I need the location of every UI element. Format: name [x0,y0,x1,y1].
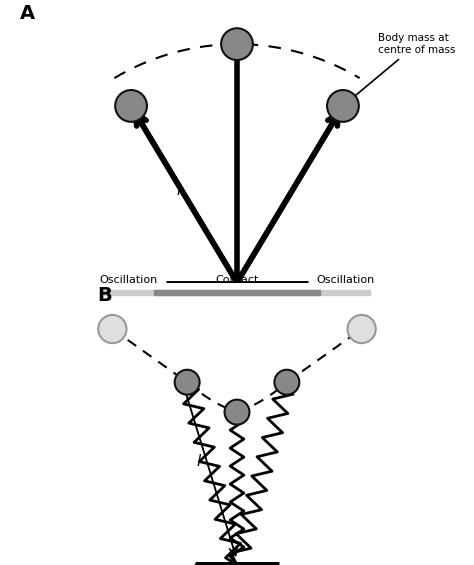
Bar [154,289,320,295]
Circle shape [327,90,359,122]
Text: Body mass at
centre of mass: Body mass at centre of mass [346,33,456,103]
Circle shape [115,90,147,122]
Circle shape [221,28,253,60]
Bar [104,289,370,295]
Circle shape [274,370,299,395]
Text: B: B [98,286,112,305]
FancyArrow shape [195,564,196,565]
Circle shape [347,315,376,343]
Circle shape [175,370,200,395]
Text: l: l [177,183,181,198]
Text: Oscillation: Oscillation [100,275,158,285]
Circle shape [98,315,127,343]
Text: A: A [20,3,35,23]
Circle shape [225,399,249,424]
Text: Oscillation: Oscillation [316,275,374,285]
Text: Contact: Contact [215,275,259,285]
Text: l: l [197,454,201,470]
